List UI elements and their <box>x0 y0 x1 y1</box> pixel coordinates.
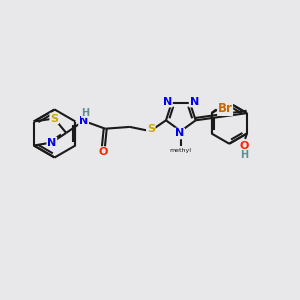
Text: N: N <box>47 137 56 148</box>
Text: H: H <box>241 150 249 161</box>
Text: N: N <box>175 128 184 139</box>
Text: O: O <box>240 140 249 151</box>
Text: N: N <box>163 97 172 107</box>
Text: methyl: methyl <box>170 148 192 153</box>
Text: H: H <box>81 107 89 118</box>
Text: N: N <box>79 116 88 126</box>
Text: S: S <box>147 124 155 134</box>
Text: Br: Br <box>218 102 232 116</box>
Text: O: O <box>98 147 107 157</box>
Text: S: S <box>50 113 58 124</box>
Text: N: N <box>190 97 199 107</box>
